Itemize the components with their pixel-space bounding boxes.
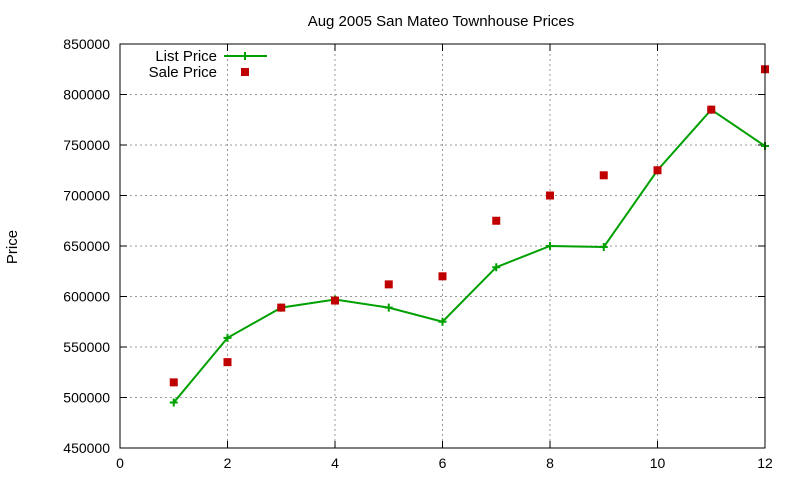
sale-price-point bbox=[438, 272, 447, 281]
sale-price-point bbox=[599, 171, 608, 180]
x-tick-label: 2 bbox=[224, 455, 232, 471]
sale-price-point bbox=[223, 358, 232, 367]
plot-border bbox=[119, 43, 766, 449]
y-tick-label: 800000 bbox=[63, 87, 110, 103]
y-tick-label: 700000 bbox=[63, 188, 110, 204]
list-price-series bbox=[169, 105, 769, 407]
chart-title: Aug 2005 San Mateo Townhouse Prices bbox=[308, 13, 575, 30]
grid-lines bbox=[120, 44, 765, 448]
legend-label-sale-price: Sale Price bbox=[149, 64, 217, 81]
x-tick-label: 0 bbox=[116, 455, 124, 471]
x-tick-label: 8 bbox=[546, 455, 554, 471]
sale-price-point bbox=[169, 378, 178, 387]
y-tick-label: 500000 bbox=[63, 390, 110, 406]
sale-price-series bbox=[169, 65, 769, 387]
list-price-point bbox=[438, 317, 447, 326]
y-tick-label: 550000 bbox=[63, 339, 110, 355]
y-tick-label: 650000 bbox=[63, 238, 110, 254]
list-price-point bbox=[384, 303, 393, 312]
y-axis-label: Price bbox=[4, 230, 21, 264]
x-tick-label: 6 bbox=[439, 455, 447, 471]
sale-price-point bbox=[277, 303, 286, 312]
sale-price-point bbox=[331, 296, 339, 305]
legend-marker-list-price bbox=[241, 52, 249, 60]
y-tick-label: 600000 bbox=[63, 289, 110, 305]
x-tick-label: 4 bbox=[331, 455, 339, 471]
sale-price-point bbox=[384, 280, 393, 289]
list-price-line bbox=[172, 108, 766, 404]
y-tick-label: 450000 bbox=[63, 440, 110, 456]
list-price-point bbox=[599, 243, 608, 252]
sale-price-point bbox=[653, 166, 662, 175]
y-tick-label: 850000 bbox=[63, 36, 110, 52]
sale-price-point bbox=[707, 105, 716, 114]
legend-marker-sale-price bbox=[241, 68, 249, 76]
x-tick-label: 12 bbox=[757, 455, 773, 471]
y-tick-label: 750000 bbox=[63, 137, 110, 153]
sale-price-point bbox=[546, 191, 554, 200]
sale-price-point bbox=[492, 216, 501, 225]
x-tick-label: 10 bbox=[650, 455, 666, 471]
list-price-point bbox=[169, 398, 178, 407]
list-price-point bbox=[546, 242, 554, 250]
legend-label-list-price: List Price bbox=[155, 48, 217, 65]
list-price-point bbox=[223, 333, 232, 342]
list-price-point bbox=[492, 263, 501, 272]
axis-ticks: 0 2 4 6 8 10 12 450000 500000 550000 600000 650000 7… bbox=[63, 36, 773, 471]
plot-area bbox=[169, 65, 769, 407]
